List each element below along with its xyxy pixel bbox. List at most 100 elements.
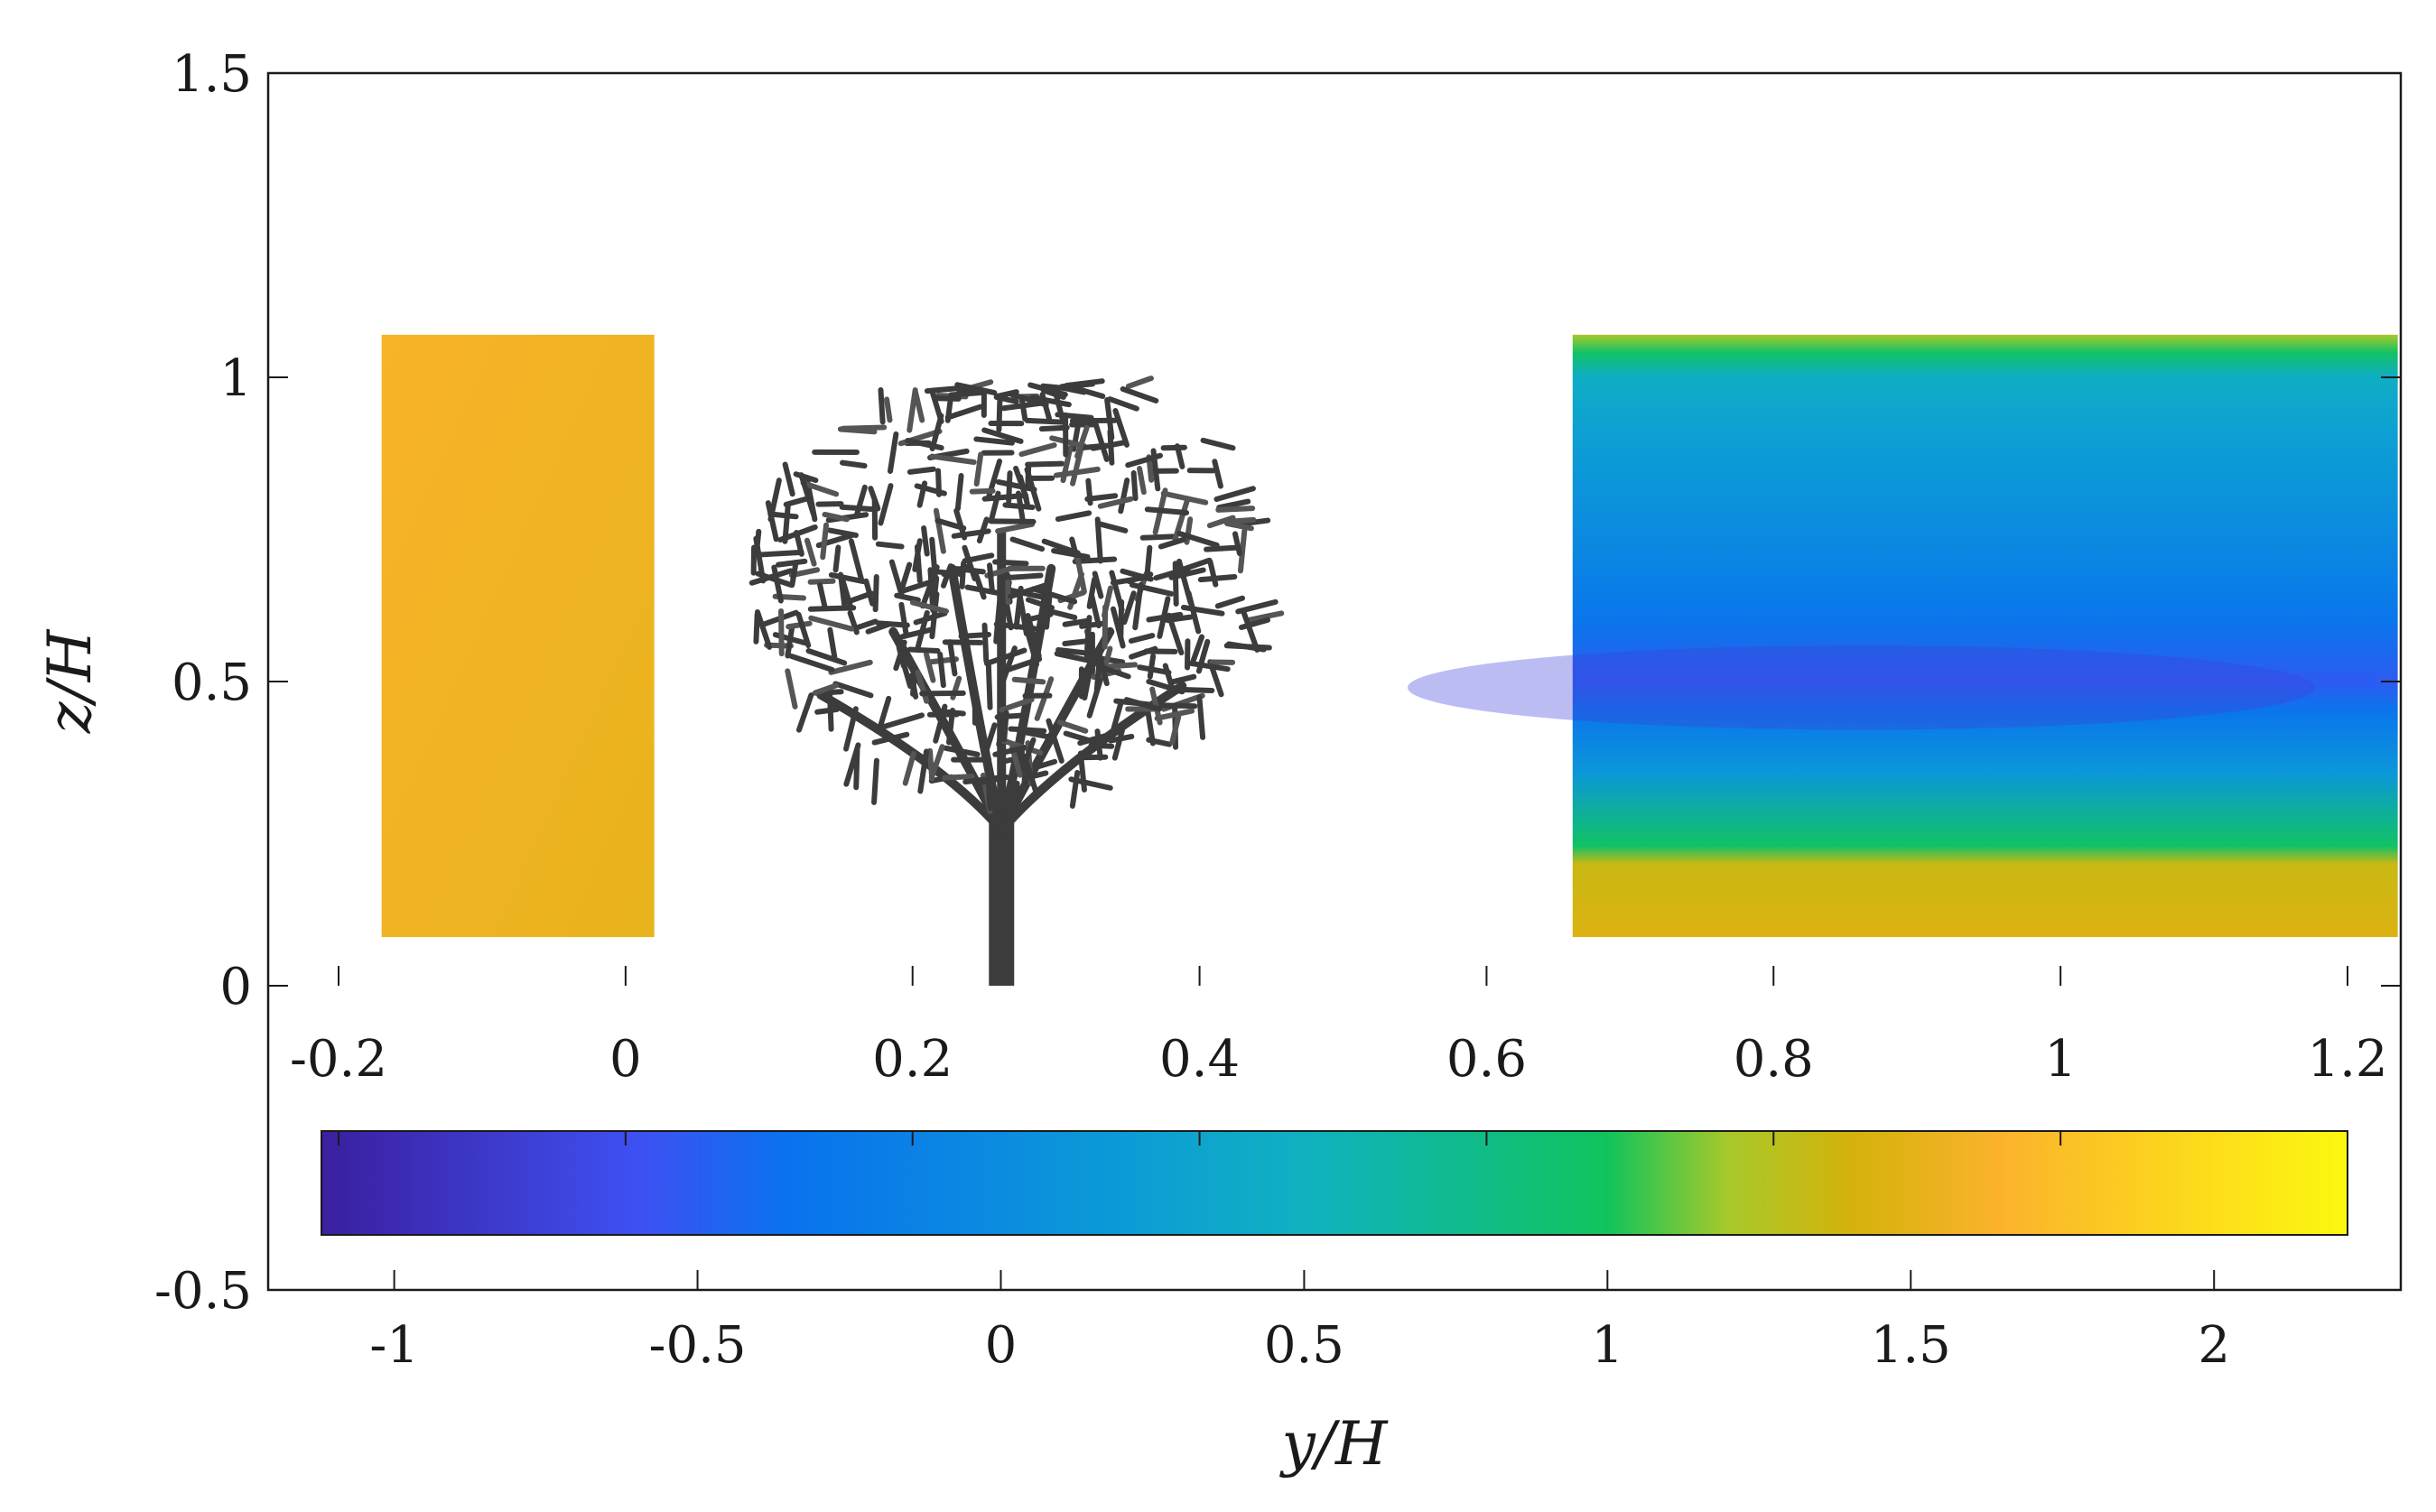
tree-twig	[782, 501, 791, 544]
tree-twig	[929, 413, 944, 452]
tree-twig	[1146, 611, 1184, 623]
tree-twig	[875, 620, 910, 628]
tree-twig	[827, 527, 859, 538]
tree-twig	[1041, 538, 1081, 556]
tree-twig	[1001, 656, 1043, 674]
tree-twig	[981, 492, 1029, 502]
tree-twig	[1200, 437, 1236, 451]
y-tick-label: -0.5	[154, 1262, 252, 1321]
tree-twig	[785, 626, 795, 659]
tree-twig	[878, 712, 925, 731]
x-tick-label: -0.5	[649, 1316, 747, 1375]
tree-twig	[804, 537, 817, 567]
tree-twig	[1190, 634, 1205, 663]
tree-twig	[921, 525, 930, 557]
x-axis-title: y/H	[1278, 1409, 1389, 1479]
tree-twig	[828, 659, 873, 675]
tree-twig	[923, 651, 936, 683]
tree-twig	[828, 571, 867, 585]
tree-twig	[973, 451, 984, 487]
tree-twig	[786, 620, 813, 630]
tree-twig	[1092, 570, 1104, 599]
tree-twig	[916, 480, 928, 508]
tree-twig	[937, 651, 946, 689]
tree-twig	[954, 473, 964, 512]
tree-twig	[756, 549, 804, 558]
tree-twig	[748, 568, 794, 586]
tree-twig	[1011, 676, 1046, 685]
tree-twig	[1086, 576, 1098, 609]
tree-twig	[1022, 770, 1049, 782]
x-tick-label: 1	[1592, 1316, 1624, 1375]
tree-twig	[985, 663, 993, 710]
tree-twig	[771, 564, 784, 604]
tree-twig	[1144, 506, 1190, 516]
tree-twig	[878, 483, 894, 526]
tree-twig	[1174, 443, 1185, 469]
tree-twig	[753, 535, 767, 584]
tree-twig	[1214, 595, 1246, 609]
tree-twig	[853, 618, 879, 631]
plot-area	[381, 334, 2398, 938]
tree-twig	[1056, 719, 1089, 734]
tree-twig	[1062, 617, 1092, 627]
tree-twig	[894, 637, 907, 669]
tree-twig	[954, 385, 987, 394]
tree-twig	[1196, 694, 1206, 740]
tree-twig	[878, 387, 886, 425]
tree-twig	[1204, 544, 1241, 552]
tree-twig	[992, 745, 1027, 757]
tree-twig	[1215, 506, 1256, 513]
tree-twig	[907, 646, 941, 654]
tree-twig	[907, 466, 936, 475]
tree-twig	[1102, 585, 1113, 618]
tree-twig	[840, 459, 868, 468]
x-tick-label: 0	[985, 1316, 1018, 1375]
tree-twig	[976, 516, 990, 544]
tree-twig	[1055, 510, 1092, 523]
tree-twig	[981, 722, 998, 759]
tree-twig	[987, 562, 995, 594]
tree-twig	[1118, 598, 1125, 639]
tree-twig	[1112, 408, 1130, 448]
tree-twig	[1146, 737, 1173, 747]
tree-twig	[1008, 726, 1047, 734]
tree-twig	[1029, 394, 1072, 408]
tree-twig	[983, 647, 1027, 667]
tree-silhouette	[748, 376, 1285, 986]
tree-twig	[1024, 417, 1066, 425]
tree-twig	[1206, 515, 1236, 529]
tree-twig	[1088, 742, 1115, 749]
tree-twig	[1007, 391, 1049, 408]
tree-twig	[871, 731, 910, 746]
tree-twig	[1054, 651, 1092, 663]
tree-twig	[1227, 516, 1257, 524]
tree-twig	[875, 541, 905, 550]
inner-x-tick-label: 0.2	[872, 1030, 953, 1089]
tree-twig	[1145, 707, 1156, 747]
tree-twig	[1169, 686, 1215, 693]
tree-twig	[1154, 708, 1195, 721]
tree-twig	[1137, 664, 1172, 676]
tree-twig	[1120, 385, 1159, 404]
tree-twig	[1137, 466, 1147, 496]
tree-twig	[1216, 498, 1251, 511]
tree-twig	[1046, 718, 1065, 764]
tree-twig	[1102, 662, 1139, 670]
tree-twig	[962, 544, 978, 581]
tree-twig	[820, 522, 830, 561]
tree-twig	[1247, 610, 1285, 623]
tree-twig	[1110, 606, 1126, 649]
tree-twig	[838, 571, 848, 609]
tree-twig	[1018, 474, 1030, 506]
tree-twig	[1166, 612, 1185, 656]
tree-twig	[878, 695, 892, 728]
tree-twig	[1023, 611, 1054, 623]
tree-twig	[942, 774, 975, 781]
tree-twig	[1003, 572, 1044, 581]
tree-twig	[1237, 528, 1248, 574]
tree-twig	[1019, 728, 1054, 740]
upstream-region	[381, 334, 655, 938]
tree-twig	[1213, 486, 1256, 503]
